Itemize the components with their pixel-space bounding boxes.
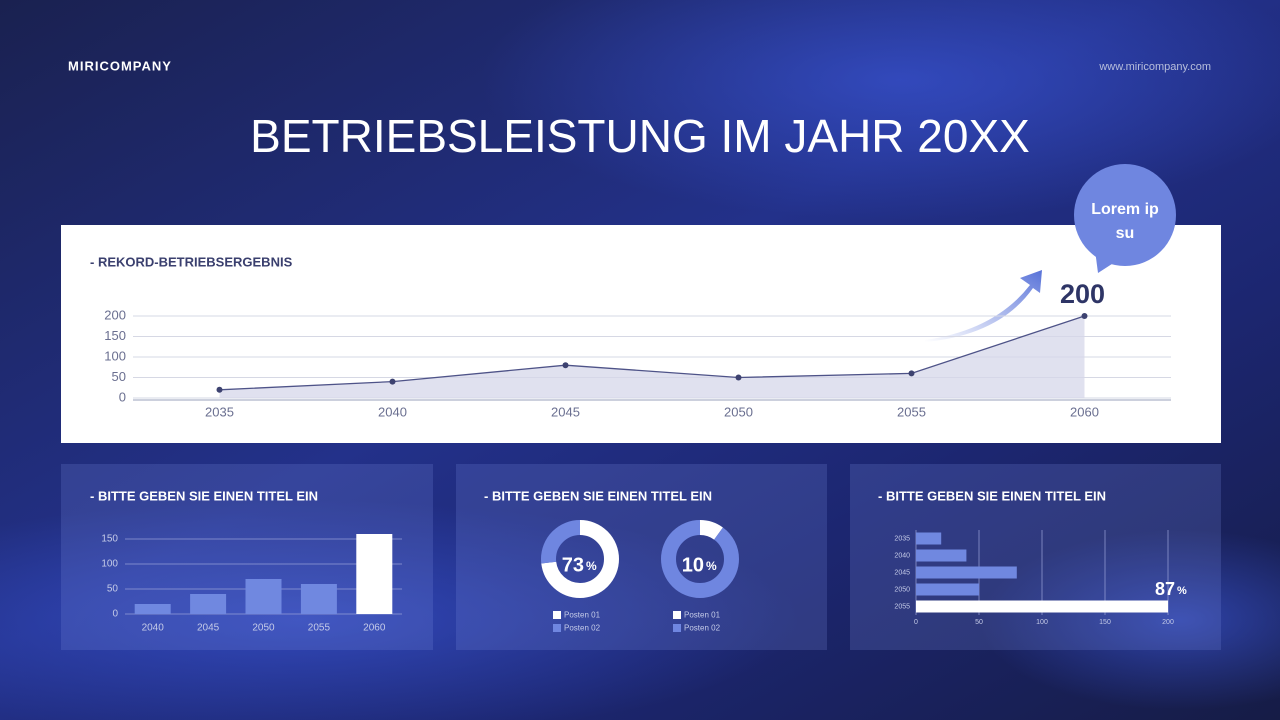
legend-swatch [553,624,561,632]
y-tick-label: 2050 [894,586,910,593]
x-tick-label: 2055 [897,404,926,419]
bar [916,549,967,562]
legend-swatch [673,611,681,619]
legend-swatch [553,611,561,619]
point [562,362,569,369]
callout [1074,164,1176,266]
panel [61,225,1221,443]
y-tick-label: 150 [104,328,126,343]
glow [480,0,1280,220]
x-tick-label: 2040 [142,623,165,634]
point [216,386,223,393]
center-unit: % [706,559,717,573]
slice [541,520,619,598]
x-tick-label: 2045 [197,623,220,634]
x-tick-label: 2050 [724,404,753,419]
y-tick-label: 50 [107,584,119,595]
y-tick-label: 2040 [894,552,910,559]
y-tick-label: 2055 [894,603,910,610]
point [735,374,742,381]
x-tick-label: 0 [914,619,918,626]
y-tick-label: 50 [112,369,126,384]
bar [245,579,282,614]
bar [134,604,171,614]
panel-title: - BITTE GEBEN SIE EINEN TITEL EIN [878,488,1106,503]
y-tick-label: 2045 [894,569,910,576]
annotation-unit: % [1177,585,1187,597]
bar [916,600,1168,613]
x-tick-label: 150 [1099,619,1111,626]
annotation: 87 [1155,579,1175,599]
center-unit: % [586,559,597,573]
x-tick-label: 50 [975,619,983,626]
x-tick-label: 2035 [205,404,234,419]
point [1081,313,1088,319]
y-tick-label: 200 [104,307,126,322]
bar [300,584,337,614]
legend-swatch [673,624,681,632]
x-tick-label: 2060 [363,623,386,634]
line [219,315,1085,391]
legend-label: Posten 02 [564,624,601,633]
panel-title: - BITTE GEBEN SIE EINEN TITEL EIN [90,488,318,503]
y-tick-label: 100 [104,348,126,363]
point [908,370,915,377]
x-tick-label: 2050 [252,623,275,634]
brand: MIRICOMPANY [68,58,172,73]
x-tick-label: 200 [1162,619,1174,626]
area [219,316,1085,398]
x-tick-label: 2045 [551,404,580,419]
panel [850,464,1221,650]
y-tick-label: 150 [101,534,118,545]
callout-text: Lorem ip [1091,201,1159,218]
slice [661,520,739,598]
arrow [925,270,1042,342]
bar [190,594,227,614]
y-tick-label: 0 [112,609,118,620]
x-tick-label: 2040 [378,404,407,419]
legend-label: Posten 01 [564,611,601,620]
glow [0,500,800,720]
url: www.miricompany.com [1098,61,1211,73]
x-tick-label: 2060 [1070,404,1099,419]
callout-text: su [1116,225,1135,242]
point [389,378,396,385]
x-tick-label: 2055 [308,623,331,634]
y-tick-label: 0 [119,389,126,404]
value-label: 200 [1060,279,1105,309]
center-label: 73 [562,554,584,576]
slide-title: BETRIEBSLEISTUNG IM JAHR 20XX [250,110,1030,162]
bar [916,532,942,545]
callout-tail [1095,250,1115,273]
bar [916,583,979,596]
center-label: 10 [682,554,704,576]
legend-label: Posten 02 [684,624,721,633]
panel-title: - BITTE GEBEN SIE EINEN TITEL EIN [484,488,712,503]
panel-title: - REKORD-BETRIEBSERGEBNIS [90,254,293,269]
legend-label: Posten 01 [684,611,721,620]
panel [456,464,827,650]
bar [356,534,393,614]
y-tick-label: 2035 [894,535,910,542]
bar [916,566,1017,579]
x-tick-label: 100 [1036,619,1048,626]
y-tick-label: 100 [101,559,118,570]
glow [980,530,1280,710]
